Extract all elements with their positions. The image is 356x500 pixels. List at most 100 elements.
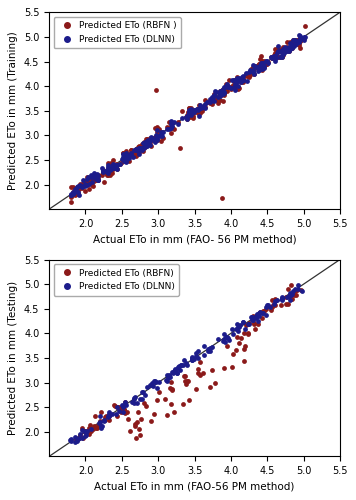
Point <box>293 40 299 48</box>
Point <box>284 43 290 51</box>
Point <box>102 414 108 422</box>
Point <box>259 64 265 72</box>
Point <box>99 170 105 178</box>
Point <box>158 132 164 140</box>
Point <box>139 140 145 148</box>
Point <box>184 115 190 123</box>
Point <box>221 364 227 372</box>
Point <box>79 424 85 432</box>
Point <box>175 364 181 372</box>
Point <box>189 356 195 364</box>
Point <box>250 67 256 75</box>
Point <box>160 134 166 142</box>
Point <box>174 369 180 377</box>
Point <box>265 60 270 68</box>
Point <box>142 140 148 148</box>
Point <box>175 120 181 128</box>
Point <box>164 122 170 130</box>
Point <box>246 68 252 76</box>
Point <box>70 188 76 196</box>
Point <box>109 169 114 177</box>
Point <box>175 118 181 126</box>
Point <box>221 330 227 338</box>
Point <box>67 436 73 444</box>
Point <box>135 408 141 416</box>
Point <box>288 38 293 46</box>
Point <box>240 76 246 84</box>
Point <box>199 106 204 114</box>
Point <box>88 176 94 184</box>
Point <box>82 428 88 436</box>
Point <box>234 74 240 82</box>
Point <box>136 144 142 152</box>
Point <box>278 46 283 54</box>
Point <box>257 54 263 62</box>
Point <box>134 434 139 442</box>
Point <box>234 78 239 86</box>
Point <box>287 46 293 54</box>
Point <box>301 34 307 42</box>
Point <box>240 72 245 80</box>
Point <box>185 112 190 120</box>
Point <box>191 354 197 362</box>
Point <box>259 59 265 67</box>
Point <box>246 73 252 81</box>
Point <box>186 108 192 116</box>
Point <box>80 434 86 442</box>
Point <box>111 402 117 409</box>
Point <box>247 320 252 328</box>
Point <box>91 170 96 177</box>
Point <box>105 163 111 171</box>
Point <box>261 62 267 70</box>
Point <box>87 179 92 187</box>
Point <box>100 168 106 175</box>
Point <box>75 434 80 442</box>
Point <box>192 106 197 114</box>
Point <box>121 406 127 414</box>
Point <box>254 311 260 319</box>
Point <box>84 176 90 184</box>
Point <box>164 370 169 378</box>
Point <box>122 398 128 406</box>
Point <box>104 172 109 179</box>
Point <box>76 185 82 193</box>
Point <box>280 43 286 51</box>
Point <box>279 294 285 302</box>
Point <box>250 312 256 320</box>
Point <box>108 160 114 168</box>
Point <box>84 426 90 434</box>
Point <box>234 81 239 89</box>
Point <box>105 161 111 169</box>
Point <box>119 155 125 163</box>
Point <box>156 132 161 140</box>
Point <box>182 356 187 364</box>
Point <box>172 366 178 374</box>
Point <box>141 144 146 152</box>
Point <box>224 342 230 350</box>
Point <box>211 90 216 98</box>
Point <box>70 188 76 196</box>
Point <box>86 428 92 436</box>
Point <box>86 186 92 194</box>
Point <box>197 102 203 110</box>
Point <box>272 297 278 305</box>
Point <box>209 366 215 374</box>
Point <box>195 347 201 355</box>
Point <box>68 193 74 201</box>
Point <box>139 388 145 396</box>
Point <box>235 327 241 335</box>
Point <box>209 94 214 102</box>
Point <box>134 146 139 154</box>
Point <box>141 139 147 147</box>
Point <box>287 38 293 46</box>
Point <box>219 86 225 94</box>
Point <box>70 183 76 191</box>
Point <box>152 377 158 385</box>
Point <box>217 92 222 100</box>
Point <box>273 52 278 60</box>
Point <box>117 160 123 168</box>
Point <box>207 98 213 106</box>
Point <box>114 164 120 172</box>
Point <box>205 346 211 354</box>
Point <box>204 98 209 106</box>
